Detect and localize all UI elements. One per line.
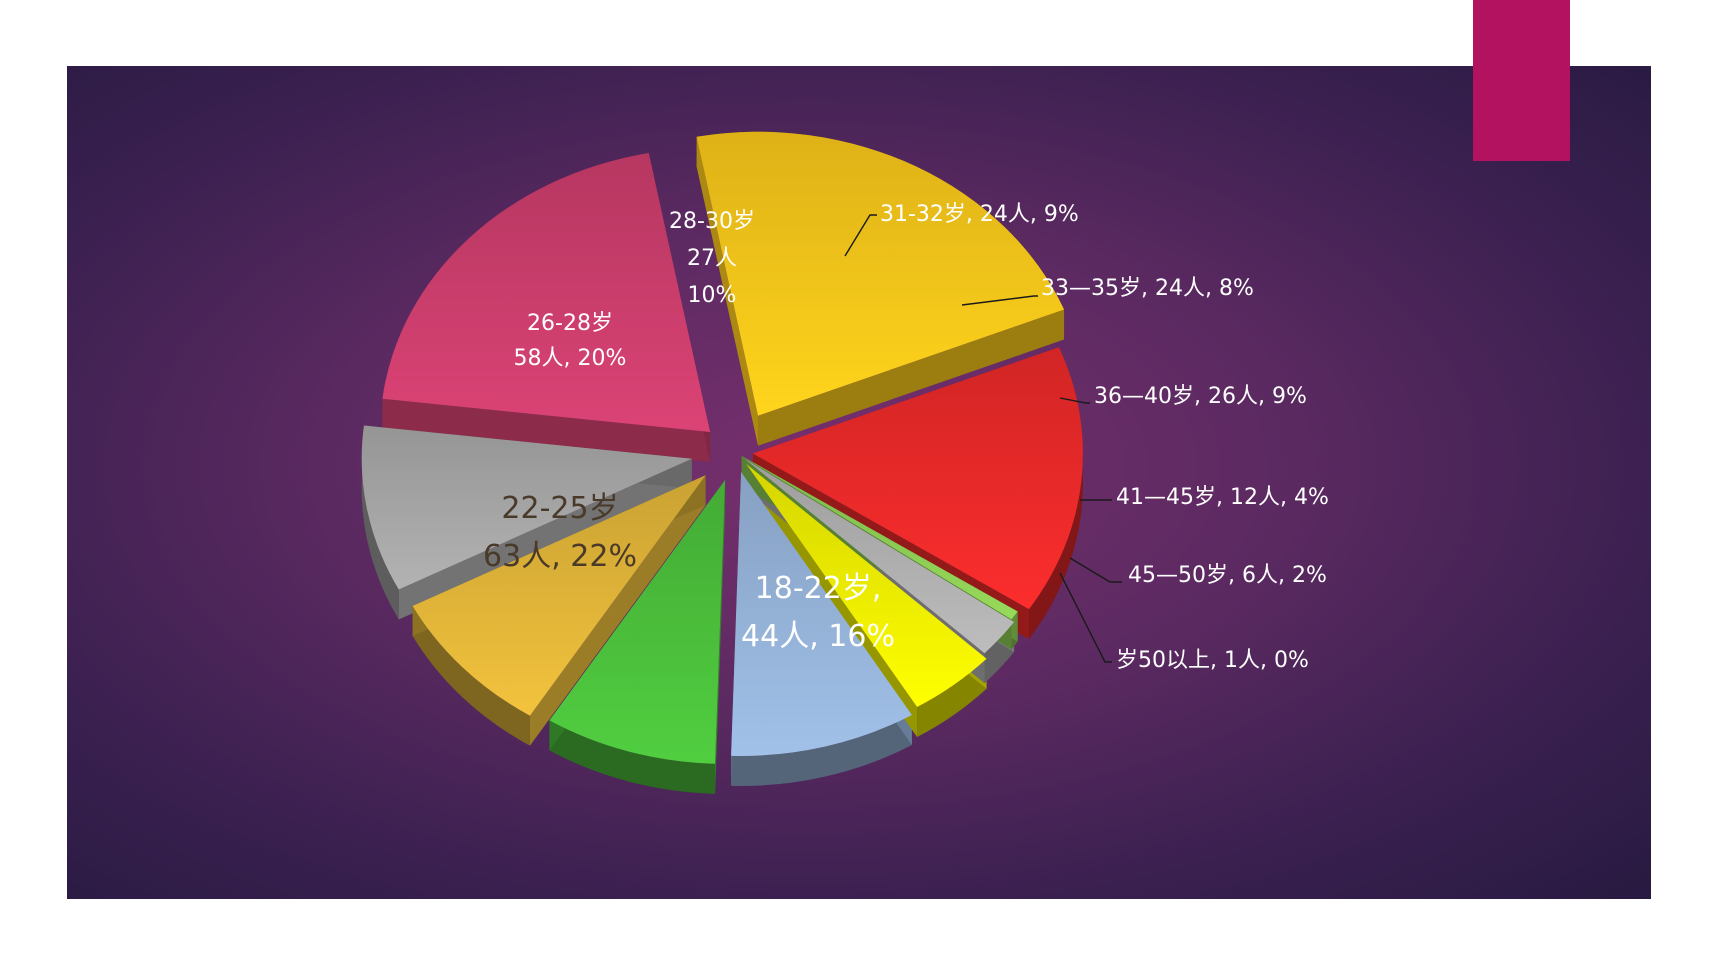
slice-label-line: 26-28岁 — [527, 311, 613, 336]
leader-line-9 — [1059, 572, 1112, 663]
slice-label-7: 41—45岁, 12人, 4% — [1116, 485, 1329, 510]
slice-3 — [361, 425, 692, 590]
slice-2 — [382, 153, 711, 433]
slice-label-2: 26-28岁 58人, 20% — [514, 311, 627, 371]
slice-label-0: 18-22岁, 44人, 16% — [741, 571, 895, 654]
slice-labels: 18-22岁, 44人, 16% 22-25岁 63人, 22% 26-28岁 58人, … — [483, 202, 1329, 673]
slice-label-line: 44人, 16% — [741, 619, 895, 654]
slice-9 — [741, 455, 1018, 620]
slice-0 — [752, 347, 1083, 610]
slice-label-line: 22-25岁 — [501, 491, 618, 526]
slice-label-5: 33—35岁, 24人, 8% — [1041, 276, 1254, 301]
slice-label-line: 10% — [688, 283, 737, 308]
slice-label-1: 22-25岁 63人, 22% — [483, 491, 637, 574]
leader-line-6 — [1059, 397, 1090, 404]
slice-label-line: 45—50岁, 6人, 2% — [1128, 563, 1327, 588]
slice-5 — [549, 479, 726, 764]
slice-1 — [696, 131, 1065, 416]
leader-lines — [844, 214, 1122, 663]
slice-label-line: 31-32岁, 24人, 9% — [880, 202, 1079, 227]
accent-tab — [1473, 0, 1570, 161]
slice-label-line: 18-22岁, — [755, 571, 882, 606]
slice-6 — [731, 471, 912, 756]
slice-label-line: 27人 — [687, 246, 737, 271]
slice-8 — [744, 458, 1015, 654]
pie-tops — [361, 131, 1083, 764]
slice-label-6: 36—40岁, 26人, 9% — [1094, 384, 1307, 409]
slice-label-8: 45—50岁, 6人, 2% — [1128, 563, 1327, 588]
slice-label-line: 41—45岁, 12人, 4% — [1116, 485, 1329, 510]
slice-label-line: 岁50以上, 1人, 0% — [1116, 648, 1309, 673]
slice-label-9: 岁50以上, 1人, 0% — [1116, 648, 1309, 673]
slice-label-4: 31-32岁, 24人, 9% — [880, 202, 1079, 227]
leader-line-4 — [844, 214, 877, 257]
slice-label-line: 28-30岁 — [669, 209, 755, 234]
slice-label-line: 58人, 20% — [514, 346, 627, 371]
leader-line-8 — [1069, 557, 1122, 583]
slice-label-line: 33—35岁, 24人, 8% — [1041, 276, 1254, 301]
slice-4 — [412, 475, 706, 716]
slice-label-line: 36—40岁, 26人, 9% — [1094, 384, 1307, 409]
slice-7 — [746, 464, 987, 708]
slice-label-line: 63人, 22% — [483, 539, 637, 574]
slice-label-3: 28-30岁 27人 10% — [669, 209, 755, 308]
leader-line-5 — [961, 295, 1038, 306]
